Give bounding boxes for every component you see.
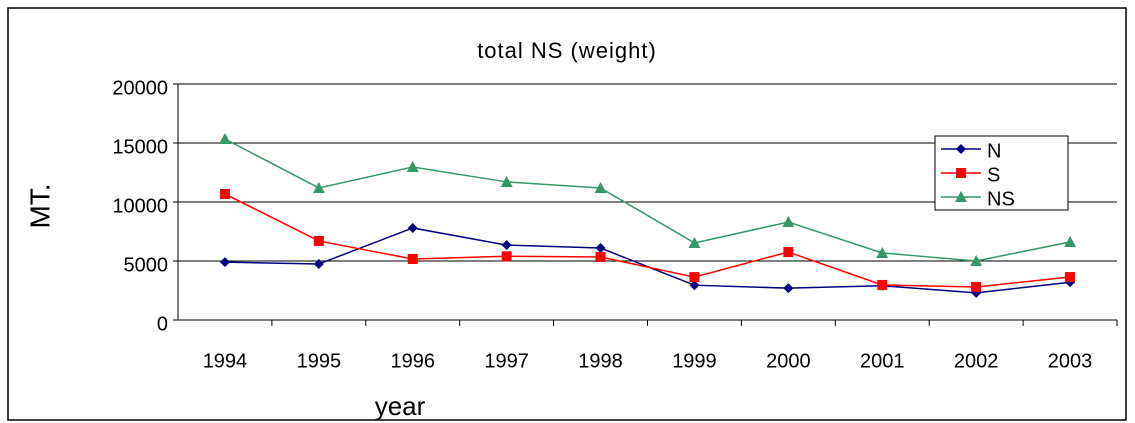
chart-border [7,7,1127,421]
marker [783,283,794,294]
marker [313,235,324,246]
marker [595,243,606,254]
marker [500,175,513,187]
marker [688,236,701,248]
marker [970,255,983,266]
marker [501,251,512,262]
x-tick-label: 1994 [203,350,248,372]
x-tick-label: 2000 [766,350,811,372]
marker [783,247,794,258]
marker [219,188,230,199]
marker [312,181,325,193]
marker [689,272,700,283]
marker [877,279,888,290]
y-tick-label: 20000 [112,77,168,99]
marker [501,240,512,251]
x-tick-label: 2002 [954,350,999,372]
series-line [224,193,1071,288]
marker [956,144,966,154]
x-tick-label: 1997 [484,350,529,372]
x-tick-label: 1995 [297,350,342,372]
x-tick-label: 1999 [672,350,717,372]
y-tick-label: 15000 [112,136,168,158]
x-axis-label: year [375,391,426,421]
marker [955,191,967,202]
x-tick-label: 1998 [578,350,623,372]
marker [956,168,966,178]
marker [971,281,982,292]
y-tick-label: 5000 [124,254,169,276]
series-line [224,138,1071,262]
marker [219,257,230,268]
x-tick-label: 2001 [860,350,905,372]
marker [1065,272,1076,283]
marker [594,181,607,193]
y-tick-label: 0 [157,313,168,335]
marker [313,258,324,269]
marker [782,216,795,228]
marker [218,132,231,144]
legend-label: S [987,164,1000,186]
marker [407,222,418,233]
marker [595,251,606,262]
legend-label: N [987,140,1001,162]
y-axis-label: MT. [24,183,55,228]
legend-label: NS [987,188,1015,210]
marker [1064,236,1077,248]
marker [406,160,419,172]
y-tick-label: 10000 [112,195,168,217]
marker [876,246,889,258]
marker [407,253,418,264]
x-tick-label: 1996 [391,350,436,372]
marker [689,280,700,291]
chart-title: total NS (weight) [477,38,657,63]
x-tick-label: 2003 [1048,350,1093,372]
